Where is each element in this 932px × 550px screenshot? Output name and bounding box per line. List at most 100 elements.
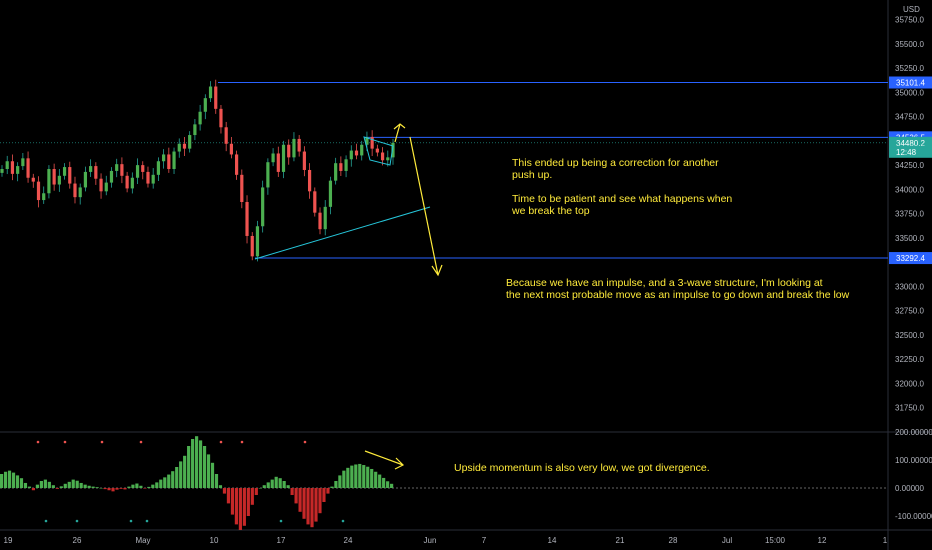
candle-body (271, 153, 275, 163)
osc-bar (151, 484, 155, 488)
candle-body (250, 235, 254, 257)
osc-bar (250, 488, 254, 505)
candle-body (130, 177, 134, 189)
candle-body (235, 154, 239, 175)
osc-bar (0, 474, 4, 488)
y-tick-label: 33500.0 (895, 234, 924, 243)
osc-bar (163, 477, 167, 488)
osc-bar (262, 485, 266, 488)
osc-bar (330, 486, 334, 488)
candle-body (109, 170, 114, 183)
arrowhead-up (393, 123, 406, 130)
osc-bar (238, 488, 242, 530)
osc-bar (43, 479, 47, 488)
y-tick-label: 32750.0 (895, 307, 924, 316)
candle-body (349, 150, 353, 160)
price-label-box (889, 252, 932, 265)
osc-bar (179, 461, 183, 488)
osc-bar (286, 485, 290, 488)
candle-body (214, 86, 218, 109)
x-tick-label: 15:00 (765, 536, 786, 545)
candle-body (47, 169, 51, 194)
candle-body (328, 180, 333, 207)
osc-bar (274, 476, 278, 488)
candle-body (21, 158, 25, 167)
osc-bar (354, 464, 358, 488)
osc-signal-dot (63, 440, 67, 444)
osc-bar (15, 475, 20, 488)
osc-bar (195, 436, 199, 488)
osc-bar (31, 488, 36, 491)
candle-body (16, 166, 20, 174)
osc-bar (362, 465, 366, 488)
osc-bar (298, 488, 302, 512)
osc-bar (346, 467, 350, 488)
candle-body (380, 152, 385, 161)
osc-signal-dot (139, 440, 143, 444)
osc-bar (270, 479, 274, 488)
y-tick-label: 35500.0 (895, 40, 924, 49)
candle-body (141, 165, 145, 172)
osc-bar (258, 488, 262, 489)
osc-bar (23, 482, 28, 488)
x-tick-label: 12 (818, 536, 827, 545)
osc-bar (294, 488, 298, 504)
candle-body (83, 171, 88, 188)
osc-bar (218, 485, 223, 488)
y-tick-label: 31750.0 (895, 404, 924, 413)
candle-body (36, 181, 41, 201)
candle-body (42, 193, 46, 201)
osc-bar (143, 488, 147, 489)
x-tick-label: 28 (669, 536, 678, 545)
osc-signal-dot (219, 440, 223, 444)
osc-bar (350, 465, 354, 488)
osc-bar (322, 488, 326, 502)
y-tick-label: 33000.0 (895, 282, 924, 291)
candle-body (302, 151, 306, 170)
osc-bar (242, 488, 246, 526)
osc-bar (374, 471, 378, 488)
osc-bar (306, 488, 310, 525)
osc-bar (35, 484, 40, 488)
x-tick-label: May (135, 536, 150, 545)
candle-body (287, 144, 291, 158)
candle-body (354, 150, 359, 156)
osc-y-tick-label: 100.00000 (895, 456, 932, 465)
candle-body (146, 171, 150, 184)
osc-bar (39, 481, 43, 488)
y-tick-label: 35250.0 (895, 64, 924, 73)
candle-body (198, 111, 202, 125)
x-tick-label: Jun (424, 536, 437, 545)
y-tick-label: 34750.0 (895, 113, 924, 122)
price-label-box (889, 76, 932, 89)
osc-bar (210, 462, 215, 488)
candle-body (266, 162, 270, 188)
candle-body (156, 161, 160, 175)
osc-bar (290, 488, 294, 495)
candle-body (31, 177, 35, 182)
osc-bar (318, 488, 322, 514)
osc-bar (191, 439, 195, 488)
annotation-correction: This ended up being a correction for ano… (512, 157, 733, 217)
candle-body (339, 163, 343, 171)
osc-bar (119, 488, 123, 489)
osc-signal-dot (303, 440, 307, 444)
osc-bar (123, 488, 127, 490)
osc-bar (99, 488, 103, 489)
support-trendline (254, 206, 431, 260)
osc-bar (131, 484, 135, 488)
osc-bar (7, 470, 12, 488)
candle-body (318, 212, 322, 230)
x-tick-label: 24 (344, 536, 353, 545)
osc-bar (338, 475, 342, 488)
y-tick-label: 32250.0 (895, 355, 924, 364)
osc-bar (370, 468, 374, 488)
candle-body (99, 178, 103, 192)
annotation-impulse: Because we have an impulse, and a 3-wave… (506, 277, 850, 301)
candle-body (125, 175, 129, 189)
y-tick-label: 32500.0 (895, 331, 924, 340)
candle-body (26, 158, 30, 178)
y-tick-label: 33750.0 (895, 210, 924, 219)
candle-body (89, 166, 93, 172)
